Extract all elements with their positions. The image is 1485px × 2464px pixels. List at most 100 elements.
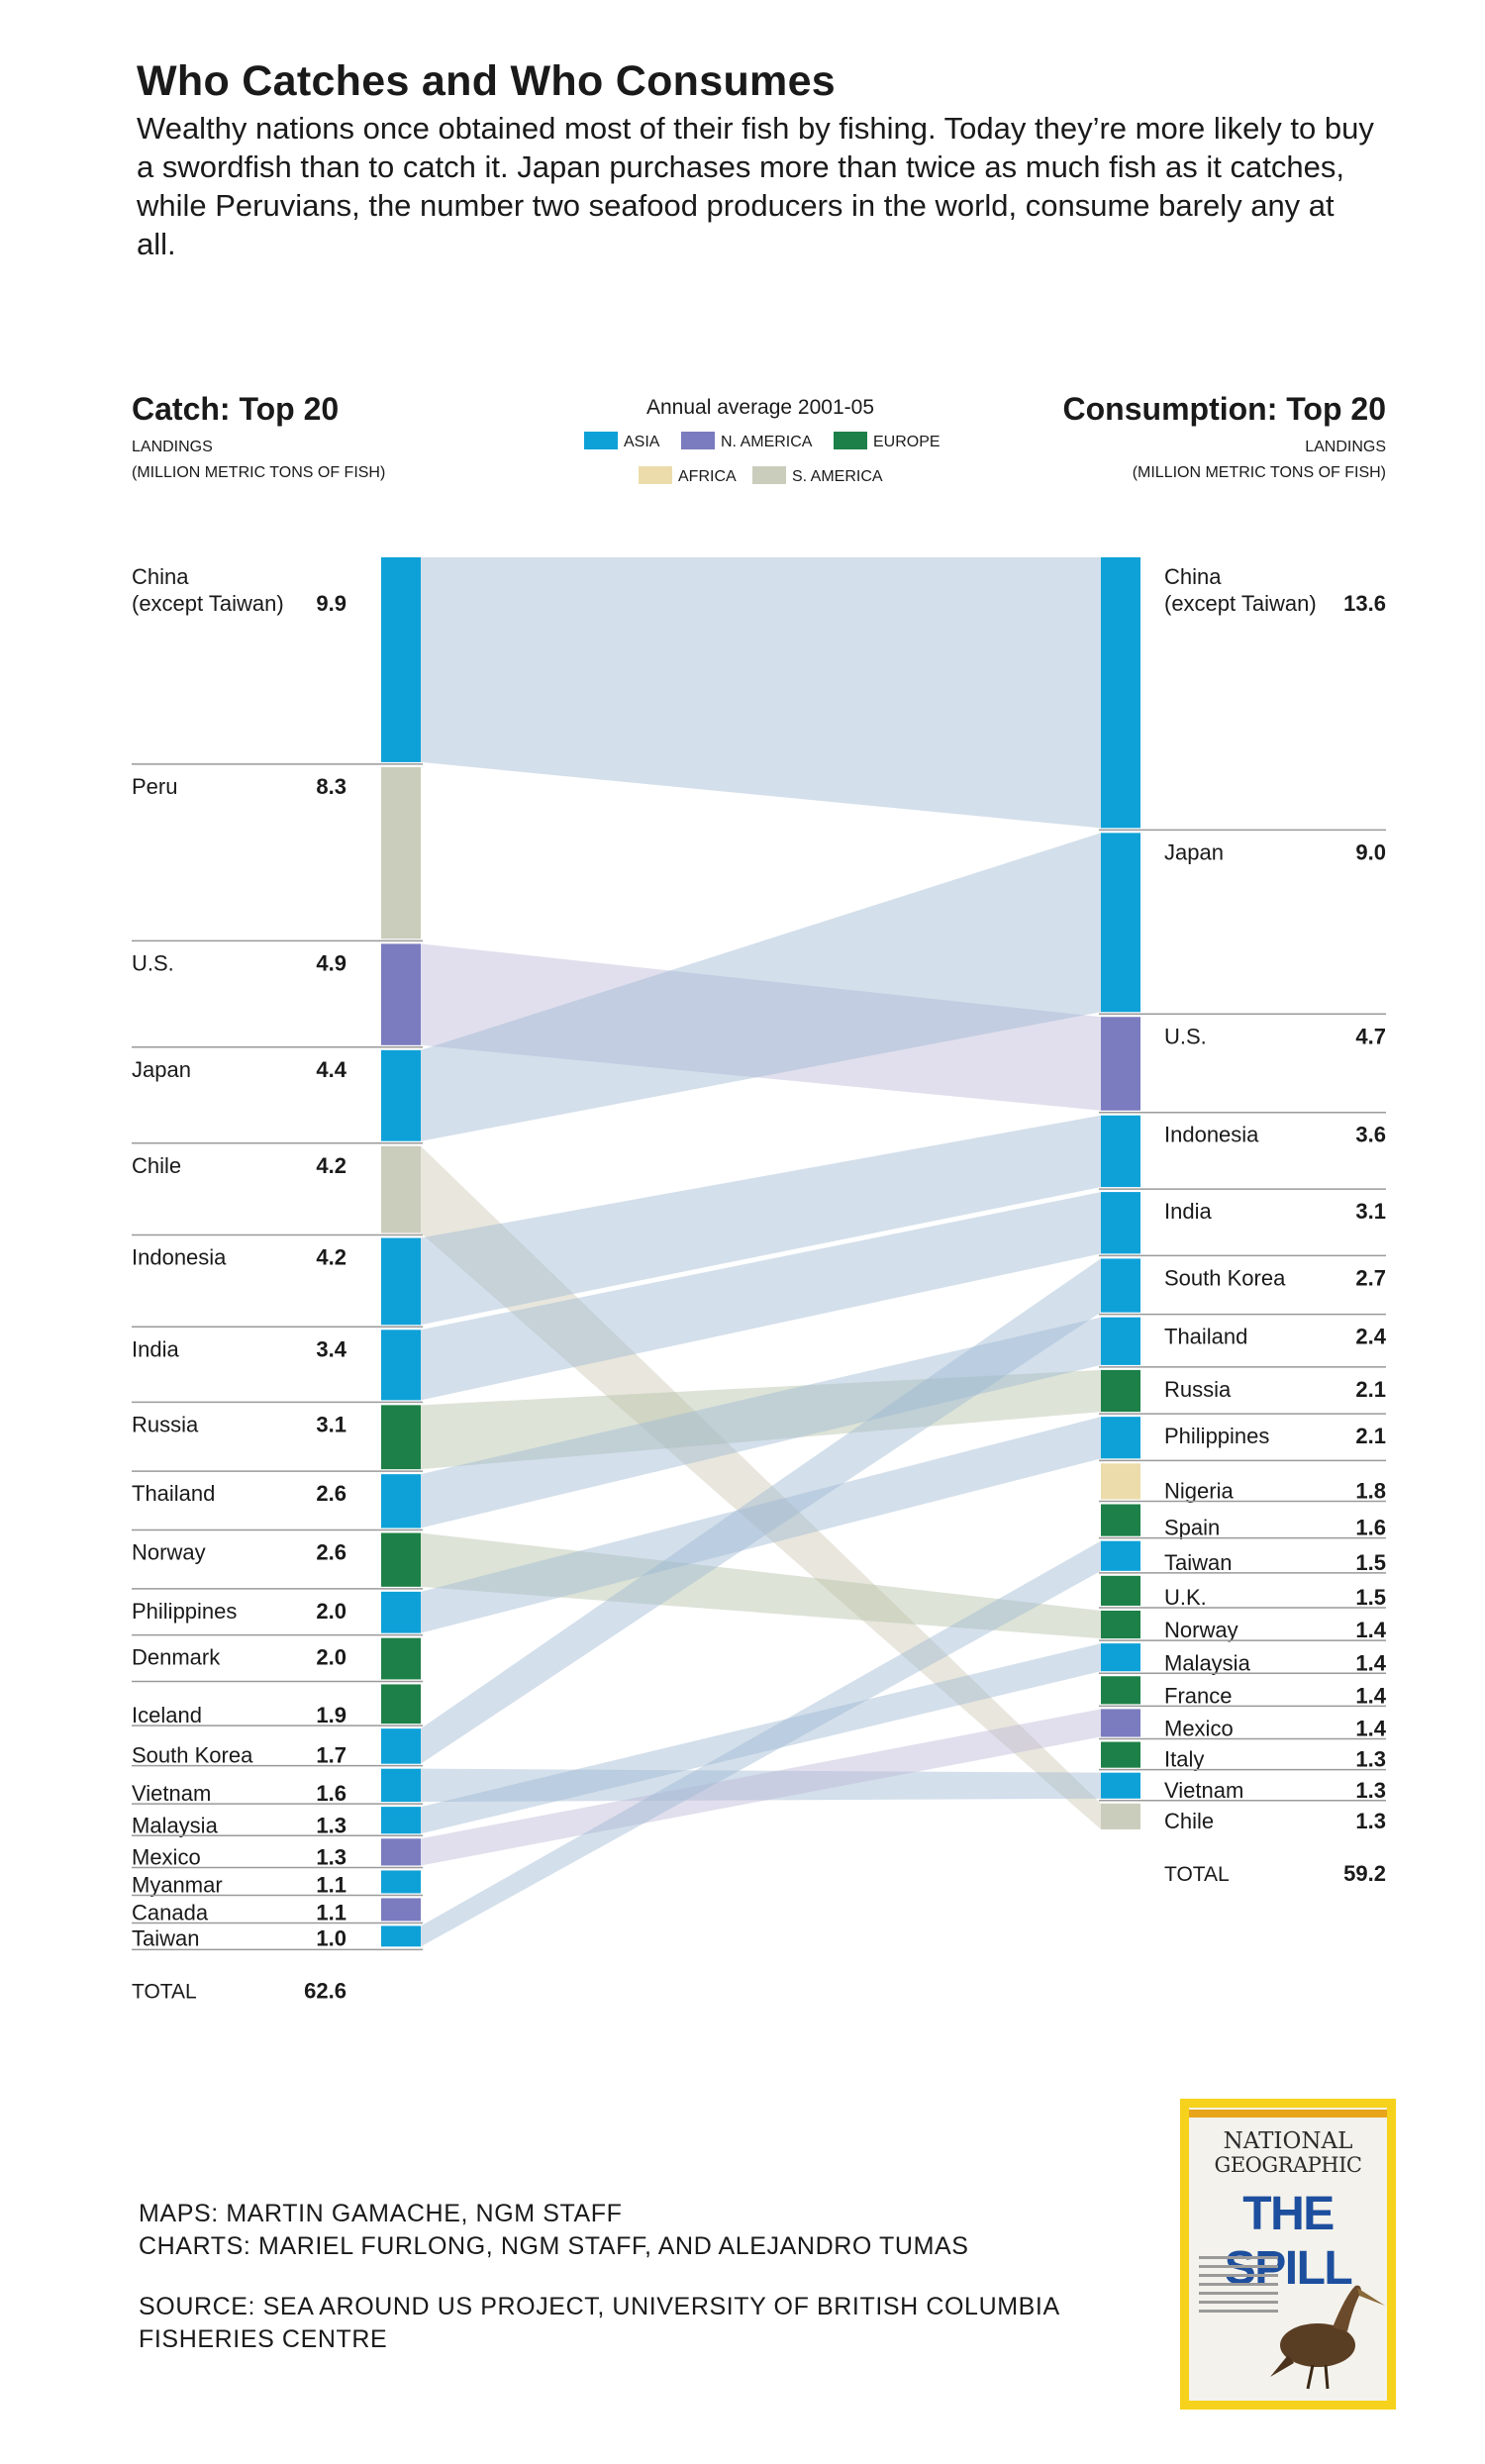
catch-bar-canada (381, 1898, 421, 1922)
catch-label-chile: Chile (132, 1153, 181, 1178)
credit-charts: CHARTS: MARIEL FURLONG, NGM STAFF, AND A… (139, 2232, 969, 2260)
consumption-bar-mexico (1101, 1709, 1140, 1737)
consumption-value-indonesia: 3.6 (1355, 1123, 1386, 1147)
catch-subheading: LANDINGS (132, 439, 213, 455)
consumption-value-thailand: 2.4 (1355, 1325, 1386, 1349)
catch-units: (MILLION METRIC TONS OF FISH) (132, 464, 385, 481)
flow-norway (421, 1532, 1101, 1639)
flow-india (421, 1192, 1101, 1401)
catch-bar-chile (381, 1145, 421, 1233)
consumption-total-label: TOTAL (1164, 1863, 1230, 1886)
catch-value-vietnam: 1.6 (316, 1781, 346, 1806)
consumption-bar-u-s- (1101, 1017, 1140, 1111)
catch-value-philippines: 2.0 (316, 1599, 346, 1624)
consumption-bar-norway (1101, 1610, 1140, 1639)
catch-value-taiwan: 1.0 (316, 1925, 346, 1950)
catch-bar-thailand (381, 1474, 421, 1528)
consumption-label-nigeria: Nigeria (1164, 1479, 1234, 1504)
consumption-label-chile: Chile (1164, 1809, 1214, 1833)
consumption-bar-u-k- (1101, 1575, 1140, 1606)
cover-text-lines (1199, 2256, 1278, 2318)
catch-bar-south-korea (381, 1728, 421, 1764)
flow-mexico (421, 1709, 1101, 1866)
consumption-label-south-korea: South Korea (1164, 1265, 1286, 1290)
consumption-total-value: 59.2 (1343, 1861, 1386, 1886)
catch-consumption-chart: China (except Taiwan) 9.9 Peru 8.3 U.S. 4.9 Jap… (132, 391, 1387, 2003)
consumption-bar-philippines (1101, 1417, 1140, 1459)
legend-label-africa: AFRICA (678, 468, 737, 485)
catch-bar-myanmar (381, 1870, 421, 1894)
consumption-label-russia: Russia (1164, 1377, 1232, 1402)
consumption-label-malaysia: Malaysia (1164, 1650, 1251, 1675)
catch-value-norway: 2.6 (316, 1540, 346, 1565)
catch-bar-iceland (381, 1684, 421, 1725)
flow-malaysia (421, 1643, 1101, 1834)
catch-label-mexico: Mexico (132, 1844, 201, 1869)
catch-bar-vietnam (381, 1768, 421, 1803)
consumption-bar-south-korea (1101, 1258, 1140, 1313)
consumption-bar-india (1101, 1192, 1140, 1254)
catch-bar-russia (381, 1405, 421, 1470)
consumption-value-china: 13.6 (1343, 591, 1386, 616)
legend-swatch-europe (834, 432, 867, 449)
catch-heading: Catch: Top 20 (132, 391, 339, 427)
consumption-value-vietnam: 1.3 (1355, 1778, 1386, 1803)
catch-bar-china (381, 557, 421, 762)
catch-label-denmark: Denmark (132, 1645, 221, 1670)
consumption-label-u-k-: U.K. (1164, 1585, 1207, 1610)
flow-vietnam (421, 1768, 1101, 1803)
flow-south-korea (421, 1258, 1101, 1764)
flow-u-s- (421, 943, 1101, 1111)
consumption-bar-japan (1101, 833, 1140, 1013)
catch-label-south-korea: South Korea (132, 1743, 253, 1768)
catch-label-norway: Norway (132, 1540, 206, 1565)
consumption-bar-indonesia (1101, 1115, 1140, 1188)
consumption-label-japan: Japan (1164, 839, 1224, 864)
catch-value-chile: 4.2 (316, 1153, 346, 1178)
consumption-value-japan: 9.0 (1355, 839, 1386, 864)
catch-bar-india (381, 1330, 421, 1401)
consumption-label-vietnam: Vietnam (1164, 1778, 1243, 1803)
page-title: Who Catches and Who Consumes (137, 57, 836, 105)
legend-swatch-s-america (752, 466, 786, 484)
consumption-label-france: France (1164, 1683, 1232, 1708)
intro-text: Wealthy nations once obtained most of th… (137, 111, 1374, 261)
credits: MAPS: MARTIN GAMACHE, NGM STAFF CHARTS: … (139, 2198, 1060, 2356)
consumption-bar-russia (1101, 1369, 1140, 1413)
flow-russia (421, 1369, 1101, 1470)
catch-bar-indonesia (381, 1237, 421, 1326)
catch-label-peru: Peru (132, 774, 177, 799)
consumption-bar-taiwan (1101, 1540, 1140, 1571)
catch-bar-malaysia (381, 1807, 421, 1834)
catch-value-malaysia: 1.3 (316, 1813, 346, 1837)
consumption-value-chile: 1.3 (1355, 1809, 1386, 1833)
catch-label-india: India (132, 1336, 179, 1361)
consumption-value-mexico: 1.4 (1355, 1717, 1386, 1741)
legend-swatch-n-america (681, 432, 715, 449)
consumption-label-u-s-: U.S. (1164, 1024, 1207, 1048)
consumption-value-malaysia: 1.4 (1355, 1650, 1386, 1675)
catch-label-philippines: Philippines (132, 1599, 237, 1624)
catch-label-myanmar: Myanmar (132, 1872, 223, 1897)
flow-taiwan (421, 1540, 1101, 1947)
catch-bar-mexico (381, 1838, 421, 1866)
consumption-value-south-korea: 2.7 (1355, 1265, 1386, 1290)
catch-value-mexico: 1.3 (316, 1844, 346, 1869)
catch-bar-taiwan (381, 1925, 421, 1947)
legend-label-europe: EUROPE (873, 434, 940, 450)
consumption-value-taiwan: 1.5 (1355, 1550, 1386, 1575)
consumption-value-india: 3.1 (1355, 1199, 1386, 1224)
consumption-label-indonesia: Indonesia (1164, 1123, 1259, 1147)
legend-label-n-america: N. AMERICA (721, 434, 813, 450)
flow-indonesia (421, 1115, 1101, 1326)
cover-brand-line2: GEOGRAPHIC (1214, 2153, 1362, 2177)
catch-total-label: TOTAL (132, 1980, 197, 2003)
catch-label-china: China (except Taiwan) (132, 564, 284, 616)
cover-brand-line1: NATIONAL (1223, 2128, 1353, 2154)
catch-bar-denmark (381, 1637, 421, 1680)
consumption-label-taiwan: Taiwan (1164, 1550, 1232, 1575)
catch-value-india: 3.4 (316, 1336, 346, 1361)
catch-value-denmark: 2.0 (316, 1645, 346, 1670)
consumption-value-russia: 2.1 (1355, 1377, 1386, 1402)
catch-value-japan: 4.4 (316, 1057, 346, 1082)
